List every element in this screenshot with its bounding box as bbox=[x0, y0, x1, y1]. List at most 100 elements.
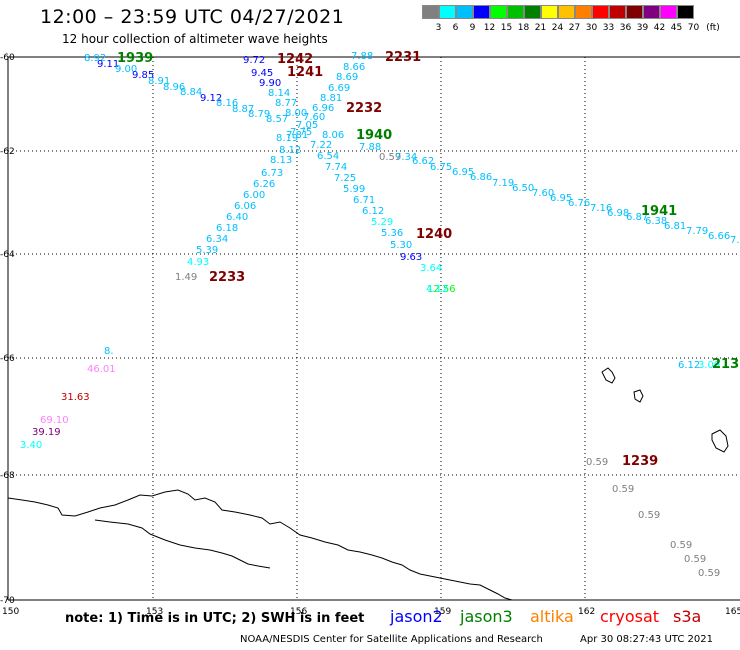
wave-height-value: 8.77 bbox=[275, 98, 297, 109]
legend-label: 70 bbox=[687, 23, 700, 33]
wave-height-value: 8.87 bbox=[232, 104, 254, 115]
legend-swatch bbox=[456, 5, 473, 19]
wave-height-value: 8.12 bbox=[279, 145, 301, 156]
wave-height-value: 4.12 bbox=[426, 284, 448, 295]
sat-jason3: jason3 bbox=[460, 607, 513, 626]
wave-height-value: 6.76 bbox=[568, 198, 590, 209]
wave-height-value: 8.13 bbox=[270, 155, 292, 166]
wave-height-value: 8. bbox=[104, 346, 114, 357]
lon-label: 156 bbox=[290, 607, 307, 617]
legend-swatch bbox=[677, 5, 694, 19]
pass-time-label: 2233 bbox=[209, 270, 245, 285]
island-2 bbox=[633, 389, 644, 403]
wave-height-value: 6.06 bbox=[234, 201, 256, 212]
axis-labels: -60 -62 -64 -66 -68 -70 150 153 156 159 … bbox=[0, 53, 740, 617]
coastline-east-bay bbox=[94, 519, 271, 569]
coastline bbox=[7, 367, 729, 601]
legend-swatch bbox=[660, 5, 677, 19]
wave-height-value: 46.01 bbox=[87, 364, 116, 375]
pass-time-label: 1242 bbox=[277, 52, 313, 67]
wave-height-value: 9.45 bbox=[251, 68, 273, 79]
legend-swatch bbox=[609, 5, 626, 19]
wave-height-value: 9.00 bbox=[115, 64, 137, 75]
lon-label: 162 bbox=[578, 607, 595, 617]
legend-label: 39 bbox=[636, 23, 649, 33]
wave-height-value: 8.19 bbox=[276, 133, 298, 144]
pass-time-label: 213 bbox=[712, 357, 739, 372]
wave-height-value: 6.66 bbox=[708, 231, 730, 242]
wave-height-value: 12.56 bbox=[427, 284, 456, 295]
lon-label: 153 bbox=[146, 607, 163, 617]
wave-height-value: 6.18 bbox=[216, 223, 238, 234]
wave-height-value: 3.64 bbox=[420, 263, 442, 274]
wave-height-value: 7.75 bbox=[290, 127, 312, 138]
legend-label: 9 bbox=[469, 23, 476, 33]
wave-height-value: 6.00 bbox=[243, 190, 265, 201]
wave-height-value: 7.34 bbox=[395, 152, 417, 163]
wave-height-value: 31.63 bbox=[61, 392, 90, 403]
wave-height-value: 6.69 bbox=[328, 83, 350, 94]
wave-height-value: 3.40 bbox=[20, 440, 42, 451]
credit-line: NOAA/NESDIS Center for Satellite Applica… bbox=[240, 634, 543, 645]
legend-swatch bbox=[422, 5, 439, 19]
lat-label: -60 bbox=[0, 53, 15, 63]
wave-height-value: 7.16 bbox=[590, 203, 612, 214]
wave-height-value: 7.60 bbox=[303, 112, 325, 123]
wave-height-value: 6.54 bbox=[317, 151, 339, 162]
wave-height-value: 0.59 bbox=[698, 568, 720, 579]
page-subtitle: 12 hour collection of altimeter wave hei… bbox=[62, 32, 328, 46]
pass-time-label: 2231 bbox=[385, 50, 421, 65]
wave-height-value: 9.72 bbox=[243, 55, 265, 66]
wave-height-value: 6.50 bbox=[512, 183, 534, 194]
wave-height-value: 7.79 bbox=[686, 226, 708, 237]
wave-height-value: 5.99 bbox=[343, 184, 365, 195]
wave-height-value: 3.09 bbox=[698, 360, 720, 371]
pass-time-label: 1940 bbox=[356, 128, 392, 143]
wave-height-value: 6.12 bbox=[362, 206, 384, 217]
wave-height-value: 7.25 bbox=[334, 173, 356, 184]
map-grid bbox=[7, 56, 740, 601]
sat-altika: altika bbox=[530, 607, 574, 626]
wave-height-value: 7.05 bbox=[296, 120, 318, 131]
legend-label: 33 bbox=[602, 23, 615, 33]
wave-height-value: 39.19 bbox=[32, 427, 61, 438]
legend-swatch bbox=[626, 5, 643, 19]
sat-jason2: jason2 bbox=[390, 607, 443, 626]
legend-label: 42 bbox=[653, 23, 666, 33]
legend-label: 45 bbox=[670, 23, 683, 33]
legend-swatch bbox=[558, 5, 575, 19]
wave-height-value: 5.39 bbox=[196, 245, 218, 256]
legend-swatch bbox=[592, 5, 609, 19]
wave-height-value: 69.10 bbox=[40, 415, 69, 426]
wave-height-value: 7.60 bbox=[532, 188, 554, 199]
pass-time-label: 1941 bbox=[641, 204, 677, 219]
wave-height-value: 6.95 bbox=[550, 193, 572, 204]
wave-height-value: 8.91 bbox=[148, 76, 170, 87]
wave-height-value: 7.19 bbox=[492, 178, 514, 189]
wave-height-value: 6.71 bbox=[353, 195, 375, 206]
pass-time-label: 1241 bbox=[287, 65, 323, 80]
wave-height-value: 6.73 bbox=[261, 168, 283, 179]
wave-height-value: 7.88 bbox=[359, 142, 381, 153]
wave-height-value: 0.59 bbox=[684, 554, 706, 565]
lon-label: 159 bbox=[434, 607, 451, 617]
legend-swatch bbox=[490, 5, 507, 19]
legend-swatch bbox=[643, 5, 660, 19]
wave-height-value: 8.57 bbox=[266, 114, 288, 125]
wave-height-value: 9.85 bbox=[132, 70, 154, 81]
legend-swatch bbox=[524, 5, 541, 19]
wave-height-value: 1.49 bbox=[175, 272, 197, 283]
wave-height-value: 6.40 bbox=[226, 212, 248, 223]
wave-height-value: 8.92 bbox=[84, 53, 106, 64]
credit-timestamp: Apr 30 08:27:43 UTC 2021 bbox=[580, 634, 713, 645]
wave-height-value: 7.88 bbox=[351, 51, 373, 62]
legend-swatch bbox=[507, 5, 524, 19]
legend-swatch bbox=[439, 5, 456, 19]
legend-label: 18 bbox=[517, 23, 530, 33]
sat-s3a: s3a bbox=[673, 607, 702, 626]
wave-height-value: 9.90 bbox=[259, 78, 281, 89]
wave-height-value: 8.81 bbox=[320, 93, 342, 104]
wave-height-value: 8.84 bbox=[180, 87, 202, 98]
wave-height-value: 9.12 bbox=[200, 93, 222, 104]
